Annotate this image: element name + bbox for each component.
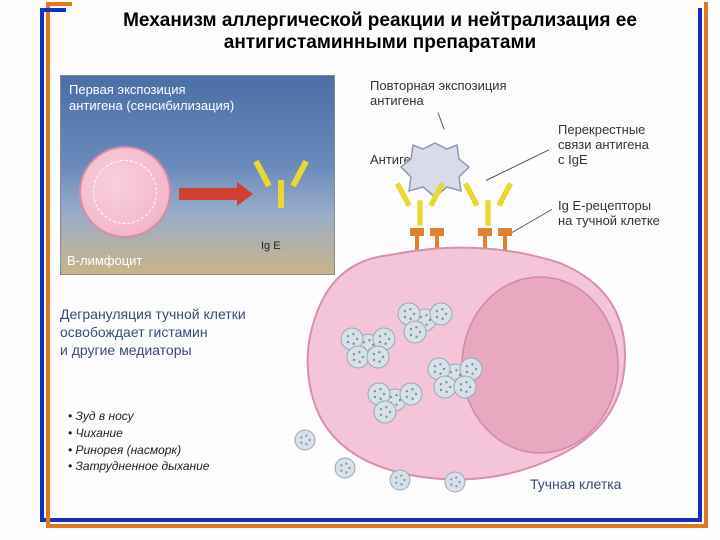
- label-crosslink: Перекрестные связи антигена с IgE: [558, 122, 649, 167]
- symptom-item: • Зуд в носу: [68, 408, 298, 425]
- caption-line1: Первая экспозиция: [69, 82, 186, 97]
- ige-antibody-icon: [402, 181, 438, 226]
- symptom-item: • Затрудненное дыхание: [68, 458, 298, 475]
- label-receptor: Ig E-рецепторы на тучной клетке: [558, 198, 660, 228]
- symptom-item: • Чихание: [68, 425, 298, 442]
- frame-top-orange: [46, 2, 72, 6]
- caption-line2: антигена (сенсибилизация): [69, 98, 234, 113]
- symptom-item: • Ринорея (насморк): [68, 442, 298, 459]
- frame-top-blue: [40, 8, 66, 12]
- arrow-produces-ige: [179, 188, 239, 200]
- label-b-lymphocyte: В-лимфоцит: [67, 253, 142, 268]
- ige-antibody-icon: [261, 158, 301, 208]
- b-lymphocyte: [79, 146, 171, 238]
- mast-cell: [280, 245, 650, 495]
- label-mast-cell: Тучная клетка: [530, 476, 621, 492]
- label-repeat-exposure: Повторная экспозиция антигена: [370, 78, 507, 108]
- label-ige: Ig E: [261, 240, 281, 252]
- slide-title: Механизм аллергической реакции и нейтрал…: [70, 10, 690, 54]
- b-lymphocyte-inner: [93, 160, 157, 224]
- ige-antibody-icon: [470, 181, 506, 226]
- caption-first-exposure: Первая экспозиция антигена (сенсибилизац…: [69, 82, 234, 113]
- symptom-list: • Зуд в носу• Чихание• Ринорея (насморк)…: [68, 408, 298, 475]
- ige-receptor-icon: [478, 228, 492, 236]
- ige-receptor-icon: [430, 228, 444, 236]
- ige-receptor-icon: [498, 228, 512, 236]
- ige-receptor-icon: [410, 228, 424, 236]
- text-degranulation: Дегрануляция тучной клетки освобождает г…: [60, 305, 290, 360]
